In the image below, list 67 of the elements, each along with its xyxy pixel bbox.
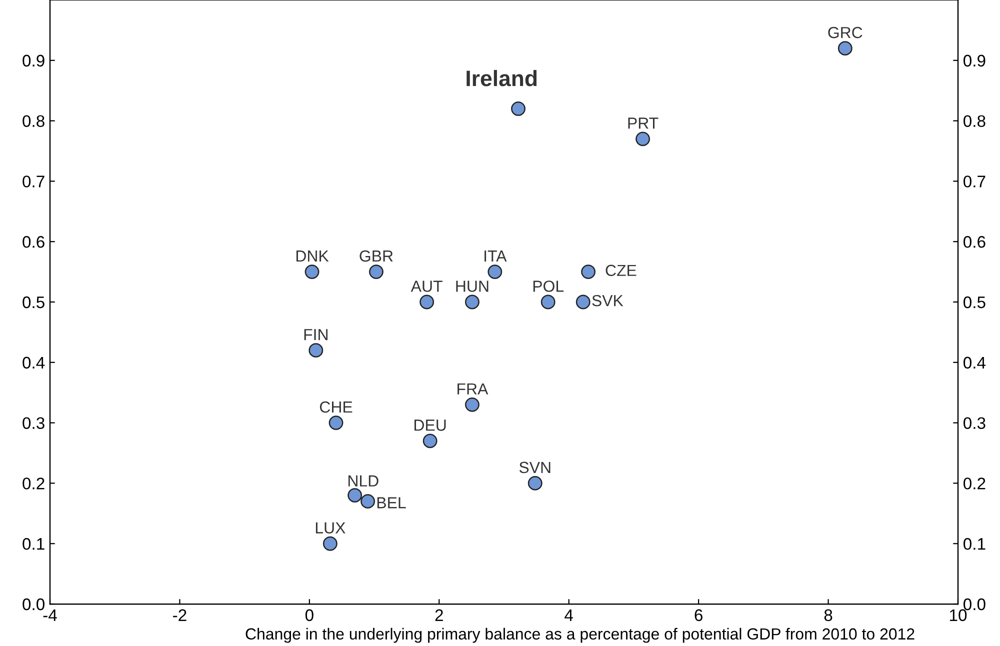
annotation: FIN [304, 329, 328, 340]
x-tick-label: -2 [173, 609, 186, 621]
annotation: SVK [592, 294, 624, 306]
point [328, 416, 344, 430]
y-tick-label: 0.9 [22, 54, 44, 67]
annotation: CHE [320, 401, 352, 413]
point [348, 488, 362, 502]
y-tick-label: 0.7 [22, 176, 44, 188]
annotation: DEU [414, 420, 446, 431]
point [465, 397, 480, 412]
y-tick-label: 0.1 [22, 538, 44, 550]
y-tick-label: 0.8 [22, 115, 44, 128]
annotation: PRT [628, 118, 658, 129]
point [540, 294, 556, 310]
point [488, 264, 502, 280]
x-tick-label: -4 [43, 609, 57, 621]
annotation: BEL [377, 497, 406, 508]
point [322, 536, 338, 551]
annotation: GBR [360, 250, 393, 262]
point [576, 294, 590, 310]
point [304, 264, 320, 280]
y-tick-label: 0.2 [22, 478, 44, 490]
annotation: GRC [828, 26, 862, 38]
point [360, 494, 376, 509]
annotation: FRA [458, 383, 488, 394]
annotation: SVN [519, 462, 550, 474]
annotation: DNK [296, 250, 329, 262]
point [422, 434, 438, 448]
y-tick-label: 0.6 [22, 236, 44, 248]
y2-tick-label: 0.3 [964, 417, 986, 430]
y2-tick-label: 0.8 [964, 115, 986, 128]
annotation: LUX [316, 522, 346, 534]
x-tick-label: 10 [950, 609, 967, 622]
x-tick-label: 2 [435, 609, 443, 621]
point [581, 264, 596, 280]
y-tick-label: 0.5 [22, 296, 44, 308]
x-tick-label: 0 [305, 609, 314, 622]
point [369, 264, 384, 280]
x-tick-label: 6 [694, 609, 702, 622]
y2-tick-label: 0.6 [964, 236, 986, 248]
annotation: HUN [456, 280, 488, 292]
y-tick-label: 0.4 [22, 356, 45, 369]
annotation: CZE [606, 264, 636, 276]
x-tick-label: 4 [564, 609, 574, 621]
point [465, 294, 480, 310]
point [838, 41, 852, 56]
point [420, 294, 434, 310]
y2-tick-label: 0.9 [964, 54, 986, 67]
y2-tick-label: 0.0 [964, 598, 986, 610]
point [636, 132, 650, 146]
x-tick-label: 8 [824, 609, 832, 622]
y2-tick-label: 0.5 [964, 296, 986, 308]
point [528, 476, 542, 490]
annotation: AUT [410, 280, 442, 292]
y-tick-label: 0.3 [22, 417, 44, 430]
y2-tick-label: 0.2 [964, 478, 986, 490]
y2-tick-label: 0.1 [964, 538, 986, 550]
annotation: POL [533, 280, 564, 292]
y-tick-label: 0.0 [22, 598, 44, 610]
point [308, 343, 324, 358]
annotation: ITA [484, 250, 507, 262]
annotation: Ireland [466, 70, 537, 86]
x-axis-title: Change in the underlying primary balance as a percentage of potential GDP from 2010 to 2012 [246, 628, 914, 643]
y2-tick-label: 0.7 [964, 176, 986, 188]
annotation: NLD [348, 475, 378, 486]
y2-tick-label: 0.4 [964, 356, 986, 369]
point [511, 102, 526, 116]
